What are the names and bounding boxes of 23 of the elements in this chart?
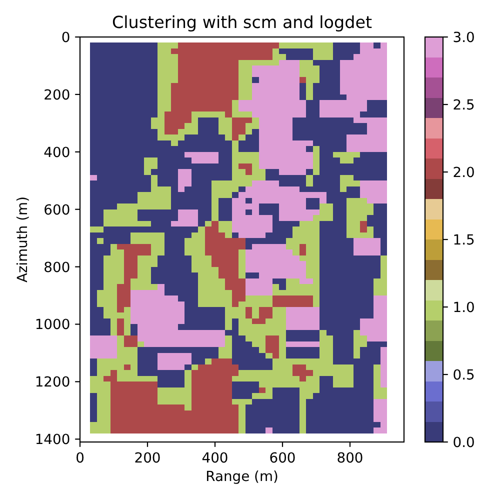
color-bar-label: 3.0 xyxy=(452,30,475,46)
y-tick-label: 1400 xyxy=(34,432,70,448)
y-tick-label: 800 xyxy=(44,260,70,276)
x-tick-label: 0 xyxy=(76,450,84,466)
y-axis-title: Azimuth (m) xyxy=(15,196,31,283)
y-tick-label: 400 xyxy=(44,144,70,161)
y-tick-label: 0 xyxy=(61,30,70,46)
x-tick-label: 400 xyxy=(202,450,228,466)
x-axis-title: Range (m) xyxy=(206,469,278,485)
y-tick-label: 200 xyxy=(44,87,70,104)
color-bar-label: 0.5 xyxy=(452,368,475,384)
y-tick-label: 1200 xyxy=(34,374,70,391)
color-bar-label: 1.5 xyxy=(452,232,475,249)
y-tick-label: 600 xyxy=(44,202,70,218)
y-tick-label: 1000 xyxy=(34,317,70,334)
x-tick-label: 200 xyxy=(134,450,161,466)
color-bar-label: 0.0 xyxy=(452,435,475,452)
color-bar-label: 2.0 xyxy=(452,165,475,182)
color-bar-label: 2.5 xyxy=(452,98,475,114)
color-bar-label: 1.0 xyxy=(452,300,475,316)
x-tick-label: 800 xyxy=(336,450,364,466)
x-tick-label: 600 xyxy=(269,450,296,466)
chart-title: Clustering with scm and logdet xyxy=(112,12,372,32)
